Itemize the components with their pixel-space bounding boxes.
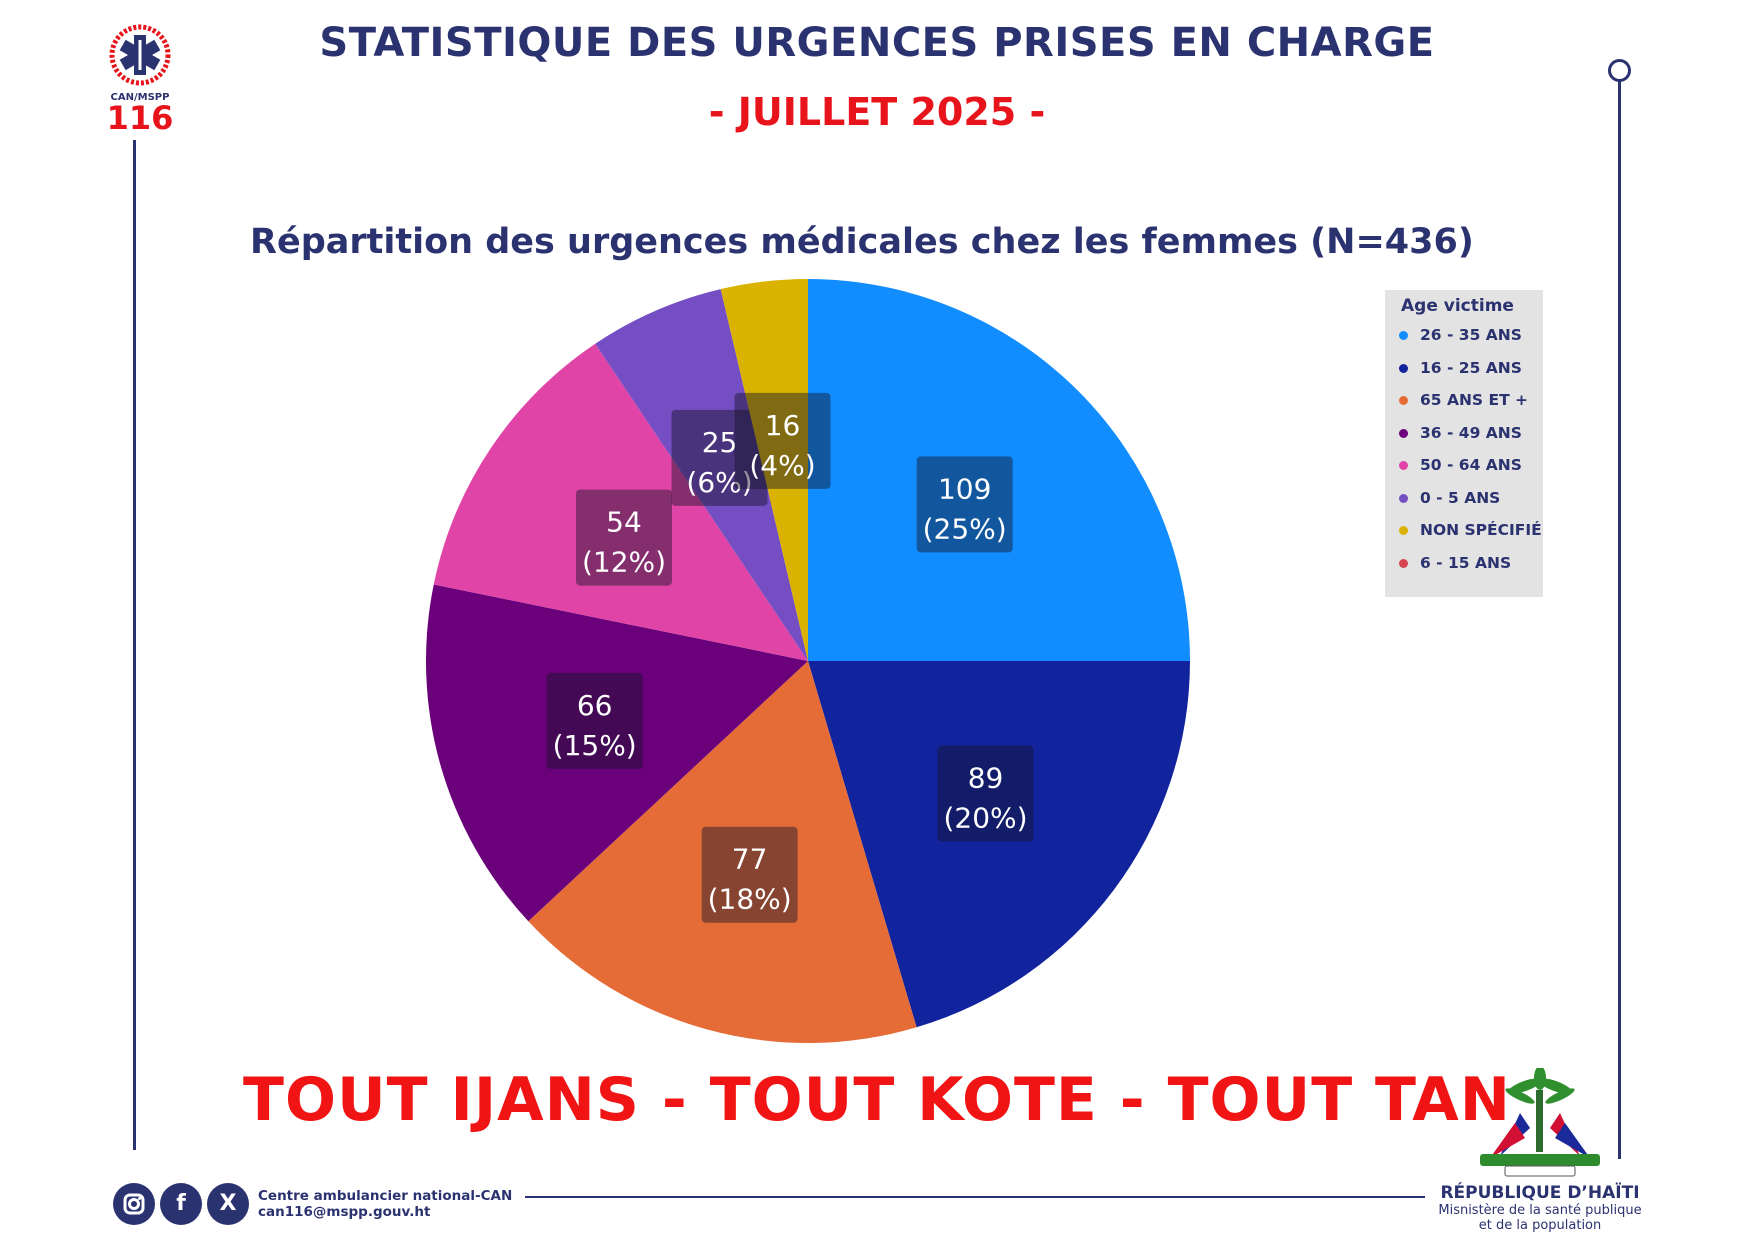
legend-dot-icon	[1399, 526, 1408, 535]
legend-label: NON SPÉCIFIÉ	[1420, 521, 1542, 539]
legend-item-0: 26 - 35 ANS	[1399, 326, 1522, 344]
logo-code: CAN/MSPP	[110, 92, 170, 103]
legend-label: 16 - 25 ANS	[1420, 358, 1522, 377]
data-label-box-5	[671, 409, 768, 506]
legend-item-6: NON SPÉCIFIÉ	[1399, 521, 1542, 539]
data-label-value-6: 16	[765, 409, 801, 442]
legend-dot-icon	[1399, 493, 1408, 503]
data-label-value-3: 66	[577, 689, 613, 722]
page-title: STATISTIQUE DES URGENCES PRISES EN CHARG…	[319, 20, 1435, 66]
data-label-percent-0: (25%)	[923, 512, 1007, 545]
legend-item-5: 0 - 5 ANS	[1399, 489, 1500, 507]
republic-block: RÉPUBLIQUE D’HAÏTI Misnistère de la sant…	[1425, 1183, 1655, 1233]
data-label-box-3	[546, 672, 643, 769]
data-label-percent-5: (6%)	[686, 466, 752, 499]
data-label-box-6	[734, 392, 831, 489]
pie-slice-4	[433, 343, 808, 661]
legend-label: 0 - 5 ANS	[1420, 488, 1501, 507]
data-label-percent-1: (20%)	[943, 802, 1027, 835]
legend-dot-icon	[1399, 396, 1408, 405]
data-label-value-1: 89	[968, 762, 1004, 795]
data-label-value-5: 25	[702, 426, 738, 459]
legend-item-7: 6 - 15 ANS	[1399, 554, 1511, 572]
legend-dot-icon	[1399, 331, 1408, 340]
data-label-box-1	[937, 745, 1034, 842]
legend-label: 36 - 49 ANS	[1420, 423, 1522, 442]
page-subtitle: - JUILLET 2025 -	[708, 90, 1046, 134]
slogan: TOUT IJANS - TOUT KOTE - TOUT TAN	[243, 1065, 1511, 1135]
x-icon[interactable]: X	[207, 1183, 249, 1225]
legend-label: 6 - 15 ANS	[1420, 553, 1512, 572]
legend-dot-icon	[1399, 558, 1408, 568]
pie-slice-6	[720, 279, 808, 661]
legend-dot-icon	[1399, 363, 1408, 373]
data-label-percent-2: (18%)	[708, 883, 792, 916]
legend-dot-icon	[1399, 461, 1408, 470]
data-label-value-2: 77	[732, 843, 768, 876]
pie-slice-3	[426, 584, 808, 922]
contact-email[interactable]: can116@mspp.gouv.ht	[258, 1204, 431, 1220]
legend-label: 65 ANS ET +	[1420, 391, 1529, 409]
org-name: Centre ambulancier national-CAN	[258, 1188, 513, 1204]
data-label-box-0	[916, 456, 1013, 553]
footer-divider	[525, 1196, 1425, 1198]
data-label-value-4: 54	[606, 506, 642, 539]
legend-item-3: 36 - 49 ANS	[1399, 424, 1522, 442]
instagram-icon[interactable]	[113, 1183, 155, 1225]
legend-label: 50 - 64 ANS	[1420, 456, 1522, 474]
chart-title: Répartition des urgences médicales chez …	[250, 222, 1474, 262]
right-frame-line	[1618, 79, 1621, 1159]
pie-slice-5	[595, 289, 808, 661]
facebook-icon[interactable]: f	[160, 1183, 202, 1225]
legend-item-4: 50 - 64 ANS	[1399, 456, 1522, 474]
legend-label: 26 - 35 ANS	[1420, 326, 1522, 344]
data-label-percent-4: (12%)	[582, 546, 666, 579]
chart-legend: Age victime 26 - 35 ANS 16 - 25 ANS 65 ANS…	[1385, 290, 1543, 597]
republic-name: RÉPUBLIQUE D’HAÏTI	[1440, 1183, 1640, 1203]
legend-item-1: 16 - 25 ANS	[1399, 359, 1522, 377]
pie-slice-0	[808, 279, 1190, 661]
data-label-value-0: 109	[938, 472, 991, 505]
data-label-box-4	[576, 489, 673, 586]
left-frame-line	[133, 140, 136, 1150]
legend-dot-icon	[1399, 428, 1408, 438]
ministry-line-1: Misnistère de la santé publique	[1438, 1203, 1642, 1218]
data-label-percent-6: (4%)	[749, 449, 815, 482]
star-of-life-logo-icon	[109, 24, 171, 86]
legend-item-2: 65 ANS ET +	[1399, 391, 1528, 409]
pie-slice-1	[808, 661, 1190, 1028]
data-label-percent-3: (15%)	[553, 729, 637, 762]
legend-title: Age victime	[1401, 296, 1514, 316]
coat-of-arms-icon	[1480, 1068, 1600, 1177]
ministry-line-2: et de la population	[1478, 1218, 1602, 1233]
logo-number: 116	[106, 99, 174, 137]
can-logo: CAN/MSPP 116	[92, 24, 188, 137]
right-frame-circle	[1608, 59, 1631, 82]
pie-slice-2	[528, 661, 917, 1043]
data-label-box-2	[701, 826, 798, 923]
footer-contact: Centre ambulancier national-CAN can116@m…	[258, 1188, 512, 1220]
